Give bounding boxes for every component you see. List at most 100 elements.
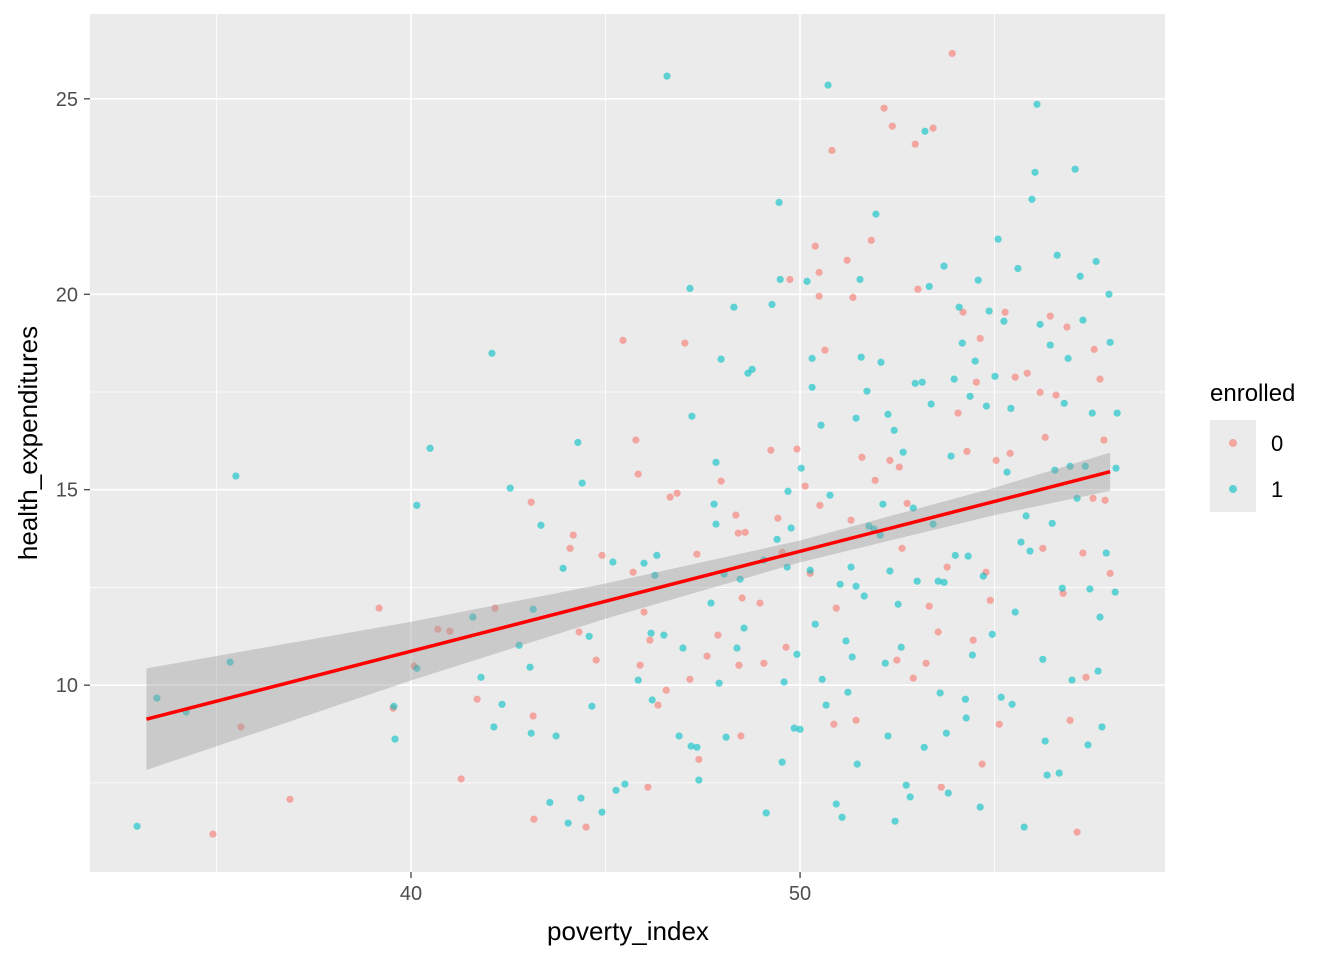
data-point-enrolled-0 <box>640 608 648 616</box>
data-point-enrolled-0 <box>569 531 577 539</box>
data-point-enrolled-0 <box>888 122 896 130</box>
data-point-enrolled-1 <box>529 605 537 613</box>
data-point-enrolled-1 <box>920 743 928 751</box>
data-point-enrolled-0 <box>937 783 945 791</box>
data-point-enrolled-0 <box>871 476 879 484</box>
data-point-enrolled-1 <box>648 696 656 704</box>
data-point-enrolled-1 <box>585 632 593 640</box>
data-point-enrolled-0 <box>681 339 689 347</box>
data-point-enrolled-1 <box>852 414 860 422</box>
data-point-enrolled-1 <box>640 559 648 567</box>
y-tick-label: 25 <box>56 89 78 111</box>
data-point-enrolled-1 <box>647 629 655 637</box>
data-point-enrolled-1 <box>1111 588 1119 596</box>
data-point-enrolled-0 <box>673 489 681 497</box>
data-point-enrolled-1 <box>913 577 921 585</box>
data-point-enrolled-1 <box>783 563 791 571</box>
data-point-enrolled-1 <box>847 563 855 571</box>
x-tick-label: 50 <box>789 883 811 905</box>
data-point-enrolled-0 <box>943 563 951 571</box>
data-point-enrolled-0 <box>909 674 917 682</box>
data-point-enrolled-1 <box>1031 168 1039 176</box>
data-point-enrolled-1 <box>660 631 668 639</box>
data-point-enrolled-0 <box>782 643 790 651</box>
data-point-enrolled-1 <box>1003 468 1011 476</box>
data-point-enrolled-0 <box>737 732 745 740</box>
data-point-enrolled-0 <box>237 723 245 731</box>
data-point-enrolled-1 <box>506 484 514 492</box>
data-point-enrolled-1 <box>803 277 811 285</box>
data-point-enrolled-1 <box>775 198 783 207</box>
data-point-enrolled-1 <box>848 653 856 661</box>
data-point-enrolled-1 <box>634 676 642 684</box>
data-point-enrolled-0 <box>1046 312 1054 320</box>
data-point-enrolled-1 <box>1055 769 1063 777</box>
data-point-enrolled-0 <box>619 336 627 344</box>
data-point-enrolled-0 <box>703 652 711 660</box>
data-point-enrolled-1 <box>927 400 935 408</box>
data-point-enrolled-0 <box>666 493 674 501</box>
data-point-enrolled-0 <box>1039 544 1047 552</box>
data-point-enrolled-1 <box>1060 399 1068 407</box>
data-point-enrolled-1 <box>824 81 832 89</box>
data-point-enrolled-0 <box>858 453 866 461</box>
data-point-enrolled-1 <box>1051 466 1059 474</box>
data-point-enrolled-1 <box>686 284 694 293</box>
data-point-enrolled-1 <box>836 580 844 588</box>
data-point-enrolled-0 <box>963 447 971 456</box>
data-point-enrolled-0 <box>1041 433 1049 441</box>
data-point-enrolled-0 <box>1006 449 1014 457</box>
data-point-enrolled-1 <box>793 650 801 658</box>
data-point-enrolled-1 <box>988 630 996 638</box>
data-point-enrolled-0 <box>1079 549 1087 557</box>
data-point-enrolled-0 <box>760 659 768 667</box>
data-point-enrolled-0 <box>1100 436 1108 444</box>
data-point-enrolled-0 <box>286 795 294 803</box>
data-points <box>133 49 1121 838</box>
data-point-enrolled-1 <box>902 781 910 789</box>
data-point-enrolled-0 <box>911 140 919 148</box>
data-point-enrolled-1 <box>1007 404 1015 413</box>
data-point-enrolled-0 <box>566 544 574 552</box>
data-point-enrolled-1 <box>1058 584 1066 592</box>
data-point-enrolled-1 <box>955 303 963 311</box>
data-point-enrolled-1 <box>876 531 884 539</box>
data-point-enrolled-1 <box>1043 771 1051 779</box>
data-point-enrolled-0 <box>529 712 537 720</box>
data-point-enrolled-0 <box>434 625 442 633</box>
data-point-enrolled-1 <box>891 817 899 825</box>
data-point-enrolled-0 <box>446 627 454 635</box>
data-point-enrolled-0 <box>1106 569 1114 577</box>
data-point-enrolled-0 <box>375 604 383 612</box>
data-point-enrolled-1 <box>925 282 933 291</box>
y-axis-label: health_expenditures <box>13 326 43 560</box>
data-point-enrolled-1 <box>651 571 659 579</box>
data-point-enrolled-1 <box>722 733 730 741</box>
data-point-enrolled-1 <box>762 809 770 817</box>
data-point-enrolled-0 <box>686 675 694 683</box>
data-point-enrolled-1 <box>818 675 826 683</box>
data-point-enrolled-1 <box>940 578 948 586</box>
data-point-enrolled-1 <box>477 673 485 681</box>
data-point-enrolled-0 <box>1063 323 1071 331</box>
data-point-enrolled-0 <box>636 661 644 669</box>
data-point-enrolled-1 <box>588 702 596 710</box>
data-point-enrolled-1 <box>966 392 974 400</box>
data-point-enrolled-1 <box>940 262 948 270</box>
data-point-enrolled-0 <box>1023 369 1031 377</box>
data-point-enrolled-1 <box>1033 100 1041 108</box>
data-point-enrolled-1 <box>1008 700 1016 708</box>
data-point-enrolled-1 <box>856 275 864 284</box>
data-point-enrolled-1 <box>488 349 496 357</box>
data-point-enrolled-1 <box>515 641 523 649</box>
data-point-enrolled-1 <box>391 735 399 743</box>
data-point-enrolled-0 <box>457 775 465 783</box>
data-point-enrolled-1 <box>797 464 805 472</box>
data-point-enrolled-0 <box>786 275 794 284</box>
data-point-enrolled-0 <box>828 146 836 155</box>
data-point-enrolled-0 <box>886 456 894 464</box>
legend-key-1-dot <box>1229 485 1237 493</box>
data-point-enrolled-1 <box>894 600 902 608</box>
data-point-enrolled-0 <box>995 720 1003 728</box>
data-point-enrolled-1 <box>942 729 950 737</box>
